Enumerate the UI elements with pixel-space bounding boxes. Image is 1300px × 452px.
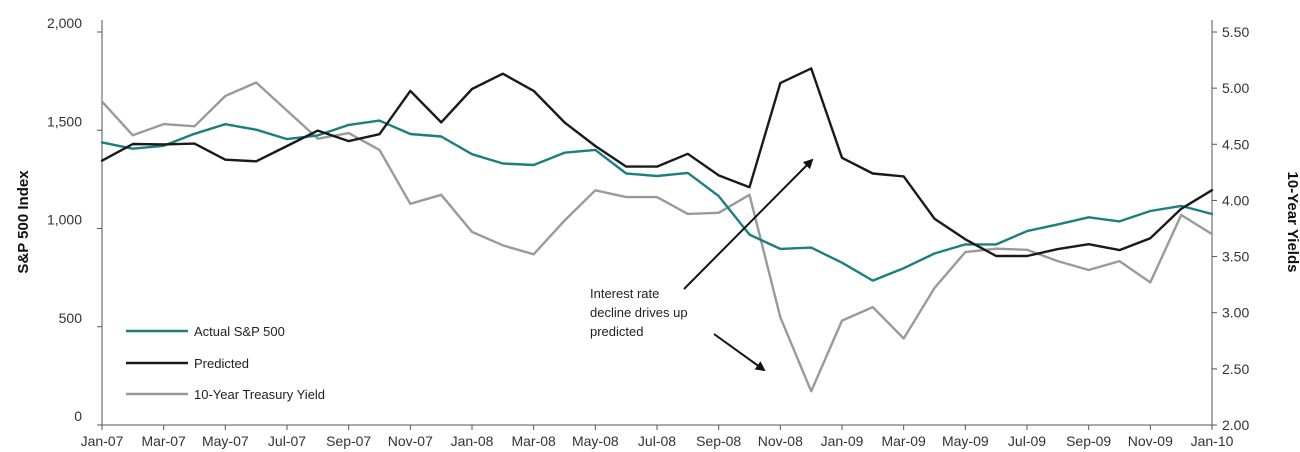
x-tick-label: May-09 <box>942 433 989 449</box>
x-tick-label: Nov-08 <box>758 433 803 449</box>
x-tick-label: May-07 <box>202 433 249 449</box>
x-tick-label: Mar-08 <box>511 433 556 449</box>
y-left-tick-label: 1,500 <box>47 113 82 129</box>
series-line-10-year-treasury-yield <box>100 81 1214 393</box>
x-tick-label: Jan-07 <box>81 433 124 449</box>
x-tick-label: Jan-10 <box>1191 433 1234 449</box>
y-axis-left-title: S&P 500 Index <box>15 170 32 274</box>
series-line-actual-s-p-500 <box>100 119 1214 282</box>
y-right-tick-label: 5.50 <box>1222 24 1249 40</box>
x-tick-label: Nov-09 <box>1128 433 1173 449</box>
x-tick-label: Jan-09 <box>821 433 864 449</box>
y-right-tick-label: 3.00 <box>1222 305 1249 321</box>
x-tick-label: Sep-07 <box>326 433 371 449</box>
annotation-line-3: predicted <box>590 324 643 339</box>
x-tick-label: Sep-08 <box>696 433 741 449</box>
x-tick-label: Jul-09 <box>1008 433 1046 449</box>
annotation-arrow-up <box>683 158 814 290</box>
x-tick-label: Jul-07 <box>268 433 306 449</box>
legend-label-predicted: Predicted <box>194 356 249 371</box>
y-left-tick-label: 500 <box>59 310 83 326</box>
x-tick-label: Sep-09 <box>1066 433 1111 449</box>
y-left-tick-label: 0 <box>74 408 82 424</box>
annotation: Interest rate decline drives up predicte… <box>590 158 814 372</box>
y-axis-right-title: 10-Year Yields <box>1284 172 1300 273</box>
legend-label-actual-s-p-500: Actual S&P 500 <box>194 324 285 339</box>
y-axis-left-ticks: 0 500 1,000 1,500 2,000 <box>47 15 102 426</box>
annotation-arrow-down <box>713 333 766 372</box>
x-tick-label: Jan-08 <box>451 433 494 449</box>
y-right-tick-label: 2.50 <box>1222 361 1249 377</box>
x-axis-ticks: Jan-07 Mar-07 May-07 Jul-07 Sep-07 Nov-07 Jan-… <box>81 425 1234 449</box>
y-right-tick-label: 2.00 <box>1222 417 1249 433</box>
y-right-tick-label: 5.00 <box>1222 80 1249 96</box>
x-tick-label: Jul-08 <box>638 433 676 449</box>
annotation-line-2: decline drives up <box>590 305 688 320</box>
y-right-tick-label: 4.00 <box>1222 192 1249 208</box>
x-tick-label: Nov-07 <box>388 433 433 449</box>
annotation-line-1: Interest rate <box>590 286 659 301</box>
y-axis-right-ticks: 2.00 2.50 3.00 3.50 4.00 4.50 5.00 5.50 <box>1212 24 1249 433</box>
series-layer <box>100 67 1214 393</box>
legend: Actual S&P 500 Predicted 10-Year Treasury … <box>126 324 325 402</box>
y-left-tick-label: 1,000 <box>47 212 82 228</box>
x-tick-label: May-08 <box>572 433 619 449</box>
y-right-tick-label: 3.50 <box>1222 249 1249 265</box>
series-line-predicted <box>100 67 1214 258</box>
legend-label-10-year-treasury-yield: 10-Year Treasury Yield <box>194 387 325 402</box>
x-tick-label: Mar-09 <box>881 433 926 449</box>
y-left-tick-label: 2,000 <box>47 15 82 31</box>
y-right-tick-label: 4.50 <box>1222 136 1249 152</box>
x-tick-label: Mar-07 <box>141 433 186 449</box>
